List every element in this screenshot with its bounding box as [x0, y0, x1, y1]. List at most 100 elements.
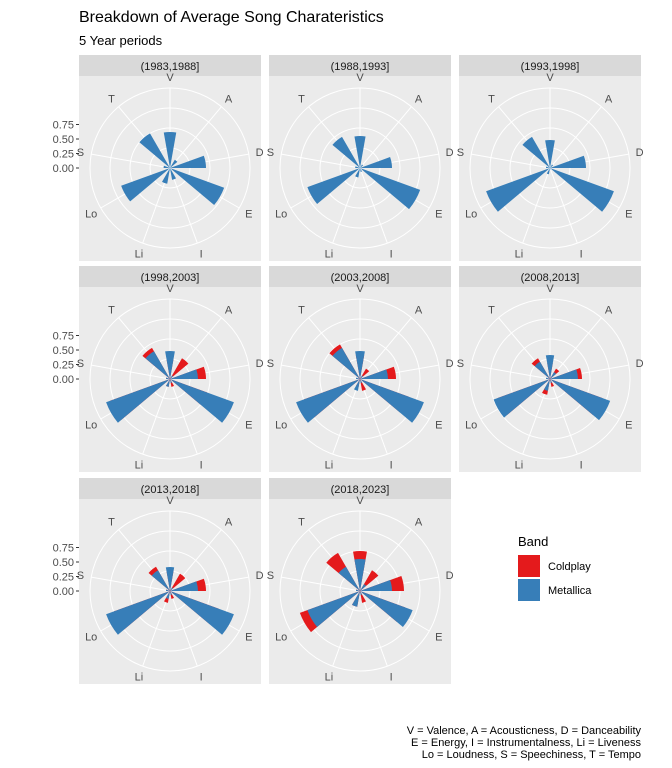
facet-strip: [79, 55, 261, 76]
bar-metallica-v: [545, 140, 555, 168]
facet-panel: (1998,2003]V A D E I Li Lo S T 0.75 0.50 0.25 0.00: [53, 266, 264, 472]
legend-title: Band: [518, 534, 548, 549]
axis-label: Lo: [275, 632, 287, 644]
axis-label: Li: [325, 249, 334, 261]
axis-label: Li: [325, 672, 334, 684]
grid-spoke: [359, 167, 388, 244]
facet-panels: (1983,1988]VADEILiLoST0.750.500.250.00(1…: [53, 55, 644, 684]
axis-label: A: [225, 304, 233, 316]
chart-subtitle: 5 Year periods: [79, 33, 163, 48]
bar-metallica-s: [166, 377, 170, 379]
axis-label: I: [200, 672, 203, 684]
axis-label: I: [390, 460, 393, 472]
grid-spoke: [471, 153, 551, 169]
axis-label: T: [108, 93, 115, 105]
axis-label: D: [446, 147, 454, 159]
facet-strip-label: (1983,1988]: [141, 61, 200, 73]
axis-label: Lo: [275, 420, 287, 432]
bar-metallica-lo: [486, 168, 550, 212]
facet-panel: (2013,2018]V A D E I Li Lo S T 0.75 0.50 0.25 0.00: [53, 478, 264, 684]
bar-metallica-a: [360, 375, 364, 379]
axis-label: Li: [135, 249, 144, 261]
bar-metallica-i: [360, 591, 362, 595]
axis-label: D: [446, 570, 454, 582]
grid-spoke: [91, 153, 171, 169]
axis-label: Lo: [85, 209, 97, 221]
axis-label: S: [77, 570, 84, 582]
caption-line: V = Valence, A = Acousticness, D = Dance…: [407, 725, 642, 737]
facet-strip-label: (1993,1998]: [521, 61, 580, 73]
axis-label: D: [636, 358, 644, 370]
facet-strip: [459, 266, 641, 287]
facet-strip: [269, 266, 451, 287]
facet-strip-label: (1988,1993]: [331, 61, 390, 73]
bar-metallica-i: [550, 379, 552, 383]
grid-spoke: [169, 378, 198, 455]
axis-label: D: [446, 358, 454, 370]
bar-metallica-d: [550, 369, 578, 379]
axis-label: Li: [135, 460, 144, 472]
bar-metallica-lo: [307, 591, 360, 627]
bar-metallica-t: [338, 566, 360, 591]
bar-metallica-i: [550, 168, 551, 170]
y-tick-label: 0.25: [53, 572, 74, 584]
bar-metallica-s: [356, 589, 360, 591]
legend-key-coldplay: [518, 555, 540, 577]
axis-label: T: [298, 304, 305, 316]
caption-line: E = Energy, I = Instrumentalness, Li = L…: [411, 737, 642, 749]
bar-metallica-t: [522, 136, 550, 168]
grid-spoke: [91, 576, 171, 592]
axis-label: T: [298, 516, 305, 528]
bar-metallica-v: [355, 351, 365, 379]
bar-metallica-li: [544, 379, 550, 391]
legend-key-metallica: [518, 579, 540, 601]
axis-label: E: [245, 209, 252, 221]
bar-metallica-e: [170, 168, 225, 206]
axis-label: A: [225, 516, 233, 528]
caption: V = Valence, A = Acousticness, D = Dance…: [407, 725, 642, 761]
axis-label: E: [625, 420, 632, 432]
bar-metallica-d: [170, 369, 198, 379]
axis-label: T: [298, 93, 305, 105]
bar-metallica-e: [170, 379, 234, 423]
bar-metallica-e: [360, 379, 424, 423]
axis-label: S: [267, 358, 274, 370]
grid-spoke: [142, 378, 171, 455]
bar-metallica-t: [332, 136, 360, 168]
bar-metallica-s: [546, 166, 550, 168]
axis-label: S: [77, 147, 84, 159]
bar-metallica-i: [360, 379, 362, 383]
y-tick-label: 0.00: [53, 586, 74, 598]
axis-label: Li: [515, 460, 524, 472]
bar-metallica-lo: [296, 379, 360, 423]
y-tick-label: 0.25: [53, 360, 74, 372]
axis-label: E: [625, 209, 632, 221]
axis-label: E: [435, 420, 442, 432]
bar-metallica-s: [356, 377, 360, 379]
chart-title: Breakdown of Average Song Charateristics: [79, 9, 384, 26]
bar-metallica-v: [354, 136, 366, 168]
y-tick-label: 0.50: [53, 134, 74, 146]
axis-label: D: [636, 147, 644, 159]
bar-metallica-v: [165, 566, 175, 591]
grid-spoke: [169, 106, 222, 169]
bar-metallica-e: [360, 168, 421, 210]
bar-metallica-lo: [106, 379, 170, 423]
bar-metallica-d: [170, 581, 198, 591]
axis-label: I: [580, 249, 583, 261]
bar-metallica-d: [360, 580, 392, 591]
axis-label: I: [200, 249, 203, 261]
axis-label: D: [256, 570, 264, 582]
facet-strip: [269, 478, 451, 499]
axis-label: E: [435, 209, 442, 221]
bar-metallica-d: [550, 155, 586, 168]
axis-label: T: [108, 304, 115, 316]
bar-metallica-li: [166, 379, 170, 387]
grid-spoke: [281, 153, 361, 169]
axis-label: Lo: [275, 209, 287, 221]
bar-metallica-a: [550, 164, 554, 168]
bar-metallica-v: [163, 132, 177, 168]
axis-label: V: [166, 72, 174, 84]
facet-strip: [79, 478, 261, 499]
